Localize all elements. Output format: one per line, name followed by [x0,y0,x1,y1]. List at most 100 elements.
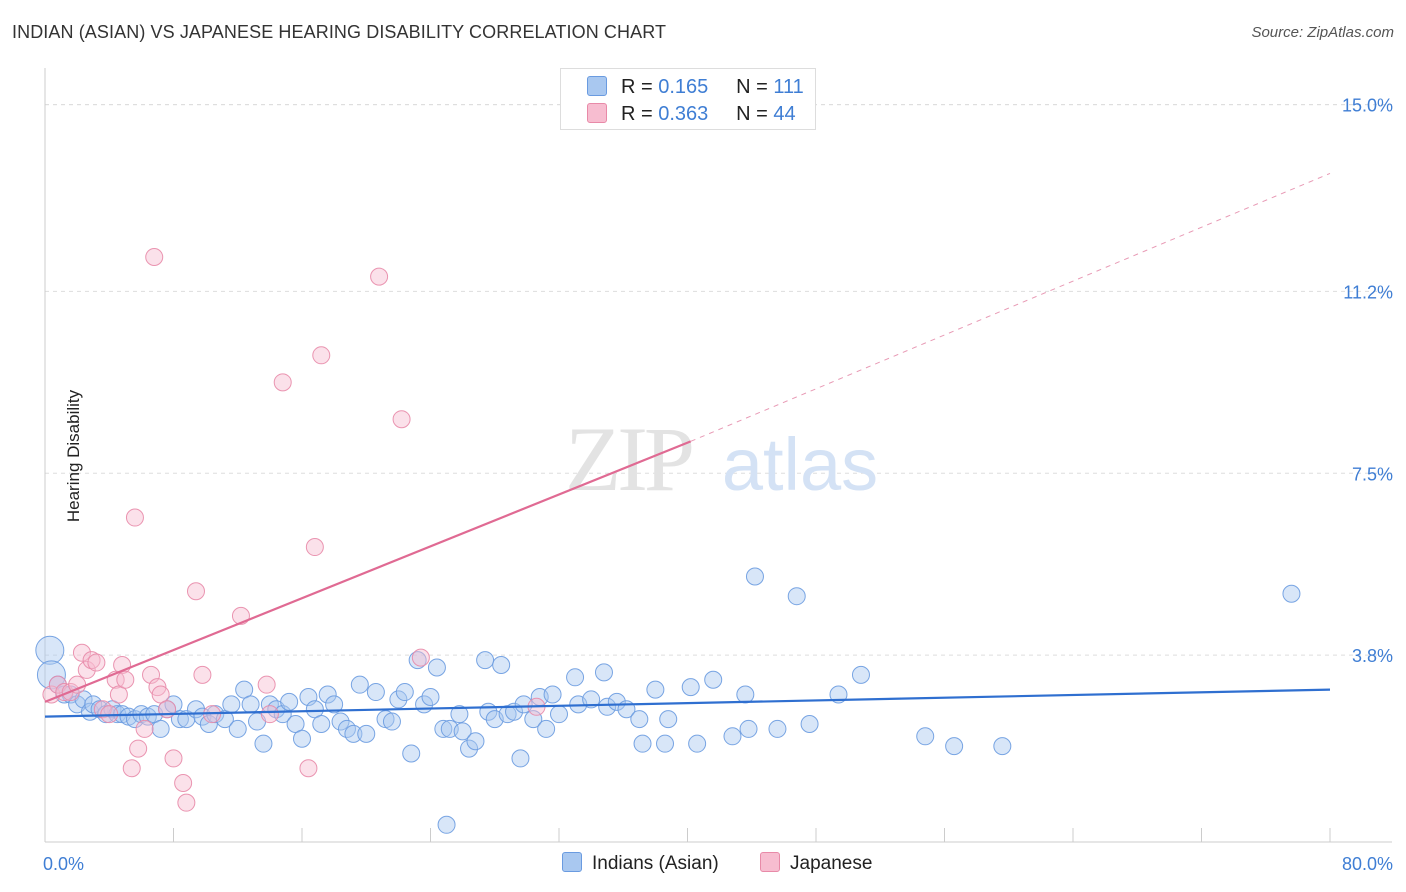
point-japanese [77,660,96,679]
bottom-legend-label-indians: Indians (Asian) [592,853,719,874]
point-indians [437,815,456,834]
point-indians [389,690,408,709]
trend-line-japanese-extrapolated [690,172,1331,442]
legend-n-label: N = [736,76,768,98]
point-indians [800,715,819,734]
point-japanese [82,651,101,670]
point-japanese [116,670,135,689]
point-japanese [370,267,389,286]
point-indians [241,695,260,714]
point-indians [366,683,385,702]
point-indians [350,675,369,694]
point-japanese [129,739,148,758]
point-indians [543,685,562,704]
point-indians [688,734,707,753]
point-indians [254,734,273,753]
legend-r-value-japanese: 0.363 [658,103,709,125]
point-indians [745,567,764,586]
point-indians [460,739,479,758]
legend-swatch-indians [587,76,607,96]
source-label: Source: ZipAtlas.com [1251,24,1394,41]
point-japanese [257,675,276,694]
legend: R = 0.165 N = 111 R = 0.363 N = 44 [560,68,816,130]
point-indians [228,719,247,738]
point-indians [646,680,665,699]
point-indians [453,722,472,741]
point-indians [35,635,65,665]
point-japanese [392,410,411,429]
point-indians [382,712,401,731]
point-japanese [299,759,318,778]
y-tick-label: 7.5% [1352,464,1393,484]
point-japanese [193,665,212,684]
point-japanese [312,346,331,365]
point-indians [630,710,649,729]
gridlines [45,104,1392,656]
point-japanese [87,653,106,672]
tick-labels: 3.8% 7.5% 11.2% 15.0% 0.0% 80.0% [43,96,1393,874]
legend-swatch-japanese [587,103,607,123]
point-indians [704,670,723,689]
point-japanese [186,582,205,601]
point-japanese [177,793,196,812]
point-indians [421,687,440,706]
point-indians [566,668,585,687]
x-tick-label-min: 0.0% [43,854,84,874]
point-indians [607,692,626,711]
legend-n-label: N = [736,103,768,125]
legend-r-label: R = [621,76,653,98]
bottom-legend-japanese: Japanese [760,852,872,875]
point-indians [550,705,568,724]
bottom-legend-indians: Indians (Asian) [562,852,719,875]
point-japanese [273,373,292,392]
point-indians [723,727,742,746]
point-indians [476,651,495,670]
point-indians [582,690,601,709]
point-indians [916,727,935,746]
point-indians [280,692,299,711]
point-japanese [145,247,164,266]
trend-lines [44,172,1331,718]
y-tick-label: 3.8% [1352,646,1393,666]
point-indians [511,749,530,768]
point-indians [656,734,675,753]
point-japanese [174,774,193,793]
point-japanese [122,759,141,778]
point-indians [36,660,66,690]
point-indians [736,685,755,704]
point-japanese [305,538,324,557]
y-tick-label: 11.2% [1343,282,1393,302]
y-axis-label: Hearing Disability [64,389,84,523]
point-indians [312,715,331,734]
point-indians [537,719,556,738]
point-indians [402,744,421,763]
watermark: ZIP atlas [565,408,878,510]
point-indians [851,665,870,684]
y-tick-label: 15.0% [1342,96,1393,116]
point-indians [492,656,511,675]
point-indians [1282,584,1301,603]
point-japanese [135,719,154,738]
point-japanese [411,648,430,667]
point-indians [408,651,427,670]
point-indians [199,715,218,734]
point-indians [325,695,344,714]
point-indians [151,719,170,738]
point-indians [293,729,311,748]
point-indians [450,705,469,724]
point-indians [993,737,1012,756]
watermark-atlas: atlas [722,423,878,506]
point-japanese [260,705,279,724]
point-indians [357,724,376,743]
legend-r-value-indians: 0.165 [658,76,709,98]
point-japanese [164,749,183,768]
series-indians-asian [35,567,1301,834]
chart-title: INDIAN (ASIAN) VS JAPANESE HEARING DISAB… [12,22,667,42]
point-indians [466,732,485,751]
point-indians [222,695,241,714]
point-indians [318,685,337,704]
watermark-zip: ZIP [565,408,692,510]
point-japanese [72,643,91,662]
axes [44,68,1392,843]
